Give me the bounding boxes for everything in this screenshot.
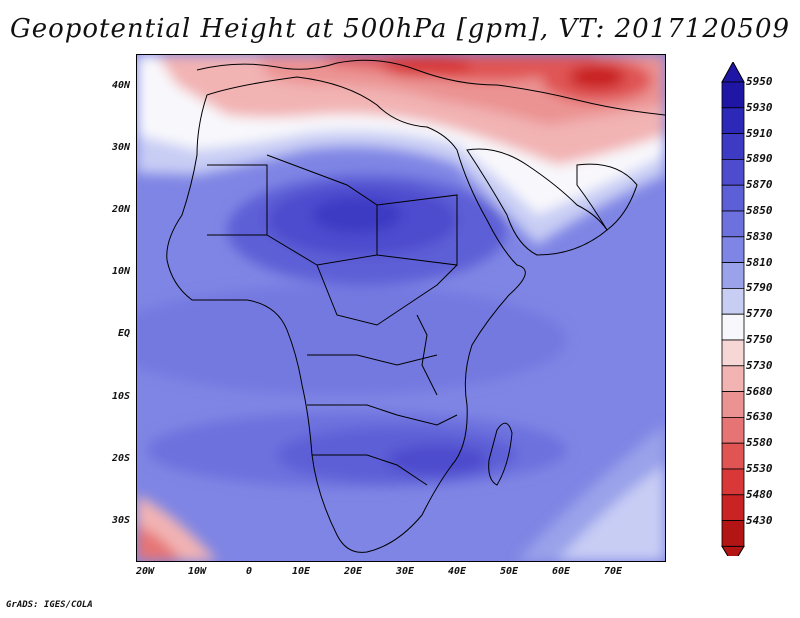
colorbar: [721, 62, 745, 556]
geopotential-field: [137, 55, 665, 561]
border-central: [316, 264, 458, 326]
lat-label: 20N: [111, 204, 130, 215]
madagascar-outline: [488, 422, 513, 486]
lat-label: 30S: [111, 515, 130, 526]
northern-coast: [196, 59, 665, 116]
colorbar-label: 5790: [746, 281, 773, 295]
colorbar-label: 5530: [746, 462, 773, 475]
colorbar-swatch: [721, 210, 745, 238]
colorbar-swatch: [721, 287, 745, 315]
colorbar-swatch: [721, 416, 745, 444]
border-south: [312, 454, 428, 486]
border-west: [207, 164, 268, 236]
colorbar-swatch: [721, 365, 745, 392]
colorbar-swatch: [721, 494, 745, 521]
footer-credit: GrADS: IGES/COLA: [6, 600, 93, 610]
lon-label: 50E: [499, 566, 519, 577]
map-title: Geopotential Height at 500hPa [gpm], VT:…: [9, 14, 791, 44]
colorbar-swatch: [721, 468, 745, 496]
colorbar-swatch: [721, 107, 745, 134]
field-shading: [137, 55, 665, 561]
lon-label: 10W: [187, 566, 207, 577]
colorbar-label: 5890: [746, 152, 773, 166]
colorbar-swatch: [721, 442, 745, 470]
colorbar-label: 5870: [746, 178, 773, 192]
lon-label: 60E: [551, 566, 571, 577]
colorbar-swatch: [721, 520, 745, 547]
colorbar-swatch: [721, 184, 745, 212]
colorbar-label: 5680: [746, 384, 773, 398]
border-sudan: [376, 194, 458, 266]
lat-label: 30N: [111, 142, 130, 153]
colorbar-label: 5850: [746, 204, 773, 217]
lon-label: 40E: [447, 566, 467, 577]
colorbar-swatch: [721, 81, 745, 109]
lat-label: 10S: [111, 391, 130, 402]
border-sahara: [266, 154, 378, 266]
lat-label: 40N: [111, 80, 130, 91]
map-panel: [136, 54, 666, 562]
colorbar-swatch: [721, 313, 745, 341]
colorbar-swatch: [721, 339, 745, 367]
border-south-central: [307, 404, 458, 426]
lat-label: 10N: [111, 266, 130, 277]
lon-label: 10E: [291, 566, 311, 577]
lon-label: 70E: [603, 566, 623, 577]
colorbar-swatch: [721, 236, 745, 264]
lat-label: EQ: [117, 328, 130, 339]
colorbar-swatch: [721, 262, 745, 289]
africa-outline: [166, 76, 526, 553]
colorbar-label: 5480: [746, 487, 773, 501]
colorbar-label: 5830: [746, 229, 773, 243]
colorbar-label: 5630: [746, 410, 773, 424]
colorbar-label: 5810: [746, 255, 773, 269]
colorbar-label: 5950: [746, 75, 773, 88]
lon-label: 20E: [343, 566, 363, 577]
colorbar-swatch: [721, 133, 745, 160]
colorbar-label: 5580: [746, 436, 773, 450]
colorbar-label: 5750: [746, 333, 773, 346]
colorbar-label: 5910: [746, 126, 773, 140]
colorbar-swatch: [721, 159, 745, 186]
colorbar-top-arrow: [721, 62, 745, 83]
colorbar-label: 5770: [746, 307, 773, 321]
colorbar-bottom-arrow: [721, 545, 745, 556]
border-congo: [307, 354, 438, 366]
lon-label: 0: [245, 566, 253, 577]
colorbar-label: 5730: [746, 358, 773, 372]
rift-lakes: [416, 314, 438, 396]
colorbar-swatch: [721, 391, 745, 418]
india-outline: [576, 163, 638, 231]
colorbar-label: 5930: [746, 100, 773, 114]
lon-label: 20W: [135, 566, 155, 577]
colorbar-label: 5430: [746, 513, 773, 527]
lat-label: 20S: [111, 453, 130, 464]
lon-label: 30E: [395, 566, 415, 577]
coastlines: [166, 59, 665, 553]
